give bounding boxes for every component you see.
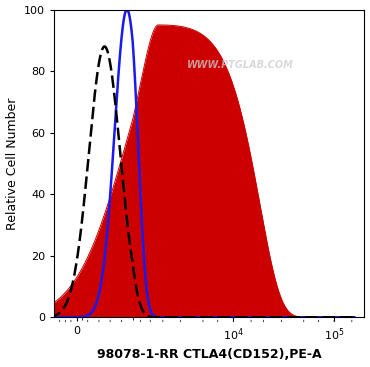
Y-axis label: Relative Cell Number: Relative Cell Number	[6, 97, 18, 230]
X-axis label: 98078-1-RR CTLA4(CD152),PE-A: 98078-1-RR CTLA4(CD152),PE-A	[97, 348, 322, 361]
Text: WWW.PTGLAB.COM: WWW.PTGLAB.COM	[187, 60, 294, 70]
